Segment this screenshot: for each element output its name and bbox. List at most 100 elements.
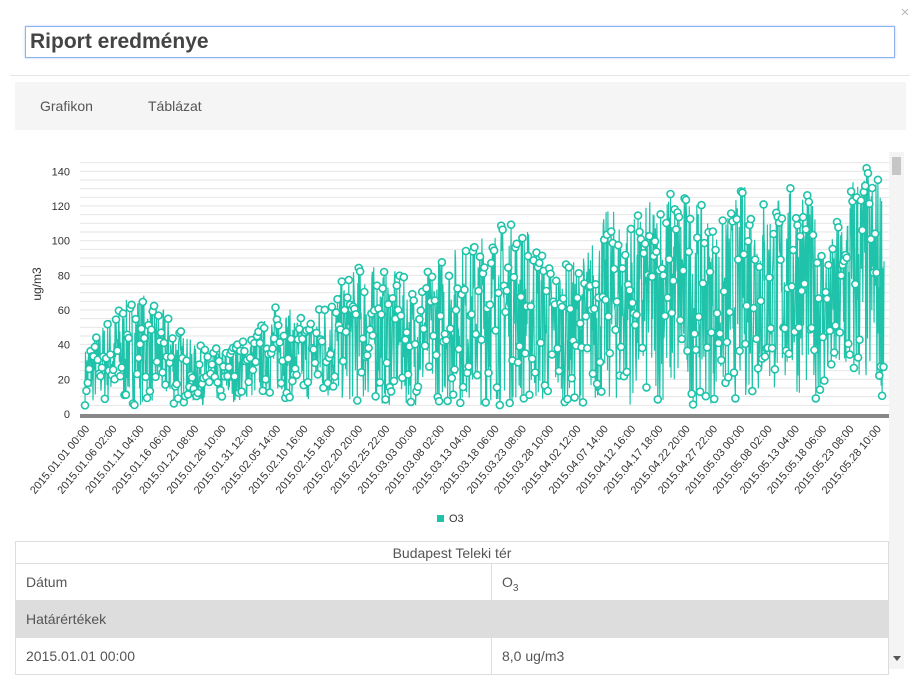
data-point xyxy=(701,391,711,401)
data-point xyxy=(815,385,825,394)
close-icon[interactable]: × xyxy=(900,4,910,21)
data-point xyxy=(195,360,204,369)
data-point xyxy=(82,386,91,396)
data-point xyxy=(230,372,239,381)
data-point xyxy=(92,333,101,342)
data-point xyxy=(187,373,197,382)
data-point xyxy=(743,237,753,246)
report-title-input[interactable] xyxy=(25,26,895,58)
data-point xyxy=(606,227,616,236)
data-point xyxy=(140,333,149,343)
data-point xyxy=(581,311,591,321)
data-point xyxy=(474,286,483,296)
data-point xyxy=(224,362,234,372)
data-point xyxy=(330,372,340,381)
data-point xyxy=(506,220,516,229)
data-point xyxy=(245,353,255,363)
data-point xyxy=(84,364,94,374)
data-point xyxy=(814,294,823,303)
data-point xyxy=(605,348,615,358)
data-point xyxy=(567,373,577,383)
data-point xyxy=(108,365,118,375)
data-point xyxy=(279,331,289,341)
data-point xyxy=(798,212,808,222)
scroll-down-arrow-icon[interactable] xyxy=(893,656,901,661)
data-point xyxy=(527,354,537,363)
data-point xyxy=(597,387,606,396)
data-point xyxy=(639,248,649,258)
data-point xyxy=(502,286,512,295)
data-point xyxy=(609,264,619,274)
data-point xyxy=(664,254,674,264)
data-point xyxy=(472,370,482,380)
tab-chart[interactable]: Grafikon xyxy=(40,98,93,114)
data-point xyxy=(653,395,663,404)
data-point xyxy=(255,338,265,348)
data-point xyxy=(835,328,845,337)
data-point xyxy=(541,286,551,296)
data-point xyxy=(436,311,445,321)
data-point xyxy=(244,377,253,387)
data-point xyxy=(874,371,884,380)
data-point xyxy=(159,338,169,348)
data-point xyxy=(793,220,802,230)
tab-table[interactable]: Táblázat xyxy=(148,98,202,114)
data-point xyxy=(791,213,801,223)
data-point xyxy=(695,387,705,396)
y-tick-label: 40 xyxy=(58,340,70,352)
data-point xyxy=(565,304,575,314)
data-point xyxy=(825,326,835,335)
data-point xyxy=(80,400,90,410)
data-point xyxy=(383,300,393,309)
data-point xyxy=(97,363,107,372)
data-point xyxy=(547,350,557,359)
data-point xyxy=(557,302,567,312)
data-point xyxy=(515,342,524,351)
data-point xyxy=(711,245,720,255)
data-point xyxy=(626,224,636,234)
data-point xyxy=(690,329,699,338)
data-point xyxy=(877,391,887,401)
data-point xyxy=(460,285,469,294)
data-point xyxy=(591,280,601,289)
data-point xyxy=(537,251,547,261)
data-point xyxy=(149,301,159,311)
data-point xyxy=(509,272,519,282)
data-point xyxy=(269,334,279,343)
data-point xyxy=(217,392,227,401)
data-point xyxy=(303,377,313,387)
data-point xyxy=(141,372,150,382)
data-point xyxy=(424,362,434,371)
data-point xyxy=(707,328,716,337)
data-point xyxy=(237,387,246,396)
data-point xyxy=(152,357,162,366)
data-point xyxy=(317,337,327,346)
data-point xyxy=(248,365,258,375)
data-point xyxy=(156,328,166,337)
data-point xyxy=(753,364,763,373)
data-point xyxy=(251,357,260,367)
data-point xyxy=(163,314,173,323)
data-point xyxy=(147,325,156,334)
data-point xyxy=(534,258,544,268)
data-point xyxy=(691,345,701,355)
data-point xyxy=(145,386,155,396)
vertical-scrollbar[interactable] xyxy=(889,152,904,669)
data-point xyxy=(132,369,142,379)
data-point xyxy=(410,339,420,349)
data-point xyxy=(261,374,270,384)
data-point xyxy=(668,276,678,285)
data-point xyxy=(687,389,697,398)
legend-swatch-o3 xyxy=(437,515,444,522)
data-point xyxy=(182,356,191,365)
data-point xyxy=(268,344,277,353)
data-point xyxy=(523,251,533,261)
data-point xyxy=(118,309,128,318)
data-point xyxy=(735,346,744,356)
data-point xyxy=(416,306,426,315)
data-point xyxy=(481,398,491,407)
data-point xyxy=(520,349,530,358)
data-point xyxy=(495,400,505,410)
data-point xyxy=(573,293,582,303)
scrollbar-thumb[interactable] xyxy=(892,157,901,175)
